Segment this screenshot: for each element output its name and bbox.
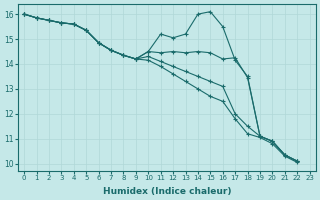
X-axis label: Humidex (Indice chaleur): Humidex (Indice chaleur) [103, 187, 231, 196]
